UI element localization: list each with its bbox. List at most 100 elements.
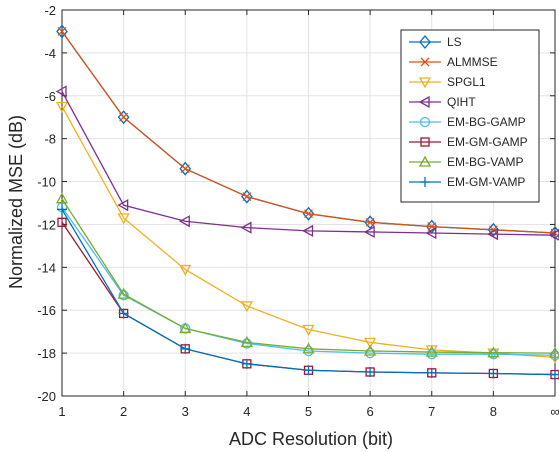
diamond-marker: [117, 110, 130, 125]
triangle-up-marker: [179, 322, 192, 334]
series-line: [61, 198, 556, 354]
triangle-left-marker: [425, 226, 437, 240]
data-point: [180, 343, 191, 354]
plus-marker: [365, 366, 376, 377]
triangle-down-marker: [418, 77, 432, 89]
legend-box: [400, 29, 540, 203]
legend-label: EM-GM-VAMP: [447, 175, 525, 189]
x-tick-label: 3: [182, 404, 189, 419]
series-line: [61, 91, 556, 236]
legend-entry: EM-GM-VAMP: [409, 175, 525, 189]
legend-entry: EM-GM-GAMP: [409, 135, 528, 149]
data-point: [302, 342, 315, 354]
y-tick-label: -20: [37, 389, 56, 404]
legend-entry: SPGL1: [409, 75, 486, 89]
plus-marker: [303, 365, 314, 376]
x-tick-label: 1: [58, 404, 65, 419]
triangle-left-marker: [55, 85, 67, 98]
data-point: [179, 264, 192, 276]
data-point: [487, 227, 499, 241]
data-point: [57, 26, 67, 36]
square-marker: [57, 217, 67, 227]
data-point: [364, 337, 377, 349]
data-point: [487, 346, 500, 358]
x-tick-label: 5: [305, 404, 312, 419]
plus-marker: [426, 367, 437, 378]
data-point: [242, 192, 252, 202]
legend-label: QIHT: [447, 95, 476, 109]
data-point: [302, 224, 314, 237]
legend-label: EM-BG-GAMP: [447, 115, 526, 129]
triangle-left-marker: [363, 225, 375, 239]
data-point: [548, 346, 559, 358]
y-tick-label: -2: [44, 3, 56, 18]
y-tick-label: -10: [37, 175, 56, 190]
data-point: [119, 112, 129, 122]
triangle-left-marker: [178, 215, 190, 228]
data-point: [55, 192, 69, 204]
triangle-left-marker: [418, 95, 430, 109]
plus-marker: [241, 358, 252, 369]
diamond-marker: [302, 206, 315, 221]
data-point: [241, 358, 252, 369]
data-point: [240, 301, 253, 313]
x-marker: [119, 112, 129, 122]
triangle-left-marker: [302, 224, 314, 237]
triangle-down-marker: [548, 352, 559, 364]
diamond-marker: [487, 222, 500, 237]
x-tick-label: 2: [120, 404, 127, 419]
legend-entry: EM-BG-VAMP: [409, 155, 523, 169]
data-point: [117, 199, 129, 212]
legend-label: LS: [447, 35, 462, 49]
data-point: [548, 229, 559, 241]
legend-entry: EM-BG-GAMP: [409, 115, 526, 129]
y-tick-label: -6: [44, 89, 56, 104]
data-point: [303, 365, 314, 376]
plus-marker: [488, 368, 499, 379]
series-group: [55, 24, 559, 380]
triangle-up-marker: [418, 155, 432, 167]
triangle-up-marker: [55, 192, 69, 204]
legend-label: EM-GM-GAMP: [447, 135, 528, 149]
data-point: [425, 345, 438, 357]
data-point: [364, 344, 377, 356]
x-tick-label: 8: [490, 404, 497, 419]
data-point: [488, 349, 499, 360]
x-marker: [420, 57, 430, 67]
triangle-up-marker: [487, 346, 500, 358]
data-point: [487, 222, 500, 237]
data-point: [56, 24, 68, 39]
triangle-up-marker: [548, 346, 559, 358]
data-point: [240, 221, 252, 234]
diamond-marker: [419, 34, 431, 50]
y-tick-label: -14: [37, 260, 56, 275]
plus-marker: [118, 308, 129, 319]
triangle-up-marker: [364, 344, 377, 356]
x-tick-label: 7: [428, 404, 435, 419]
y-tick-label: -18: [37, 346, 56, 361]
y-axis-label: Normalized MSE (dB): [6, 115, 26, 289]
y-tick-label: -16: [37, 303, 56, 318]
data-point: [179, 322, 192, 334]
data-point: [117, 287, 130, 299]
triangle-left-marker: [548, 229, 559, 241]
legend: LS ALMMSE SPGL1 QIHT EM-BG-GAMP EM-GM-GAMP EM-…: [400, 29, 540, 203]
circle-marker: [118, 290, 129, 301]
triangle-down-marker: [179, 264, 192, 276]
x-marker: [242, 192, 252, 202]
y-tick-label: -12: [37, 217, 56, 232]
x-marker: [304, 209, 313, 219]
data-point: [118, 308, 129, 319]
data-point: [180, 164, 190, 174]
data-point: [55, 101, 69, 113]
legend-label: EM-BG-VAMP: [447, 155, 523, 169]
triangle-left-marker: [117, 199, 129, 212]
legend-entry: LS: [409, 34, 462, 50]
data-point: [488, 368, 499, 379]
data-point: [365, 217, 375, 227]
diamond-marker: [364, 215, 376, 230]
legend-entry: QIHT: [409, 95, 476, 109]
circle-marker: [419, 116, 431, 128]
data-point: [426, 367, 437, 378]
data-point: [57, 217, 67, 227]
